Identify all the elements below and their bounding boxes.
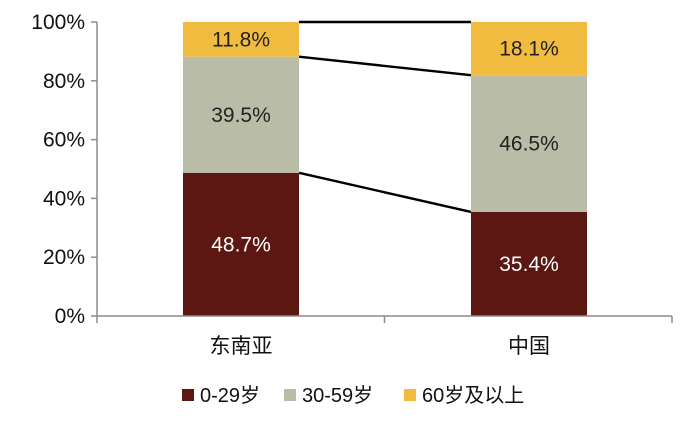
legend-label-2: 30-59岁 xyxy=(302,384,373,407)
bar-segment-3-2 xyxy=(471,22,587,76)
value-label-3-1: 11.8% xyxy=(212,28,270,51)
y-tick-label: 20% xyxy=(43,246,85,269)
legend-swatch-1 xyxy=(182,389,194,401)
value-labels: 48.7% 39.5% 11.8% 35.4% 46.5% 18.1% xyxy=(211,28,559,276)
y-tick-label: 0% xyxy=(55,305,85,328)
connector-lines xyxy=(298,20,472,214)
value-label-1-2: 35.4% xyxy=(499,253,559,276)
bar-segment-2-1 xyxy=(183,56,299,173)
legend-label-3: 60岁及以上 xyxy=(422,384,524,407)
x-tick-label: 东南亚 xyxy=(210,335,273,358)
value-label-2-1: 39.5% xyxy=(211,104,271,127)
connector-line-1 xyxy=(298,171,472,214)
y-tick-label: 60% xyxy=(43,129,85,152)
bar-segment-3-1 xyxy=(183,22,299,57)
y-tick-label: 100% xyxy=(31,11,85,34)
value-label-3-2: 18.1% xyxy=(499,38,559,61)
value-label-2-2: 46.5% xyxy=(499,133,559,156)
axes: 0% 20% 40% 60% 80% 100% 东南亚 中国 xyxy=(31,11,673,358)
value-label-1-1: 48.7% xyxy=(211,233,271,256)
connector-line-2 xyxy=(298,55,472,77)
y-tick-label: 40% xyxy=(43,187,85,210)
bar-segment-1-1 xyxy=(183,172,299,316)
legend-swatch-3 xyxy=(404,389,416,401)
bar-segments xyxy=(183,22,587,316)
bar-segment-1-2 xyxy=(471,211,587,316)
legend-swatch-2 xyxy=(284,389,296,401)
bar-segment-2-2 xyxy=(471,75,587,212)
legend-label-1: 0-29岁 xyxy=(200,384,260,407)
x-tick-label: 中国 xyxy=(508,335,550,358)
legend: 0-29岁 30-59岁 60岁及以上 xyxy=(182,384,524,407)
y-tick-label: 80% xyxy=(43,70,85,93)
